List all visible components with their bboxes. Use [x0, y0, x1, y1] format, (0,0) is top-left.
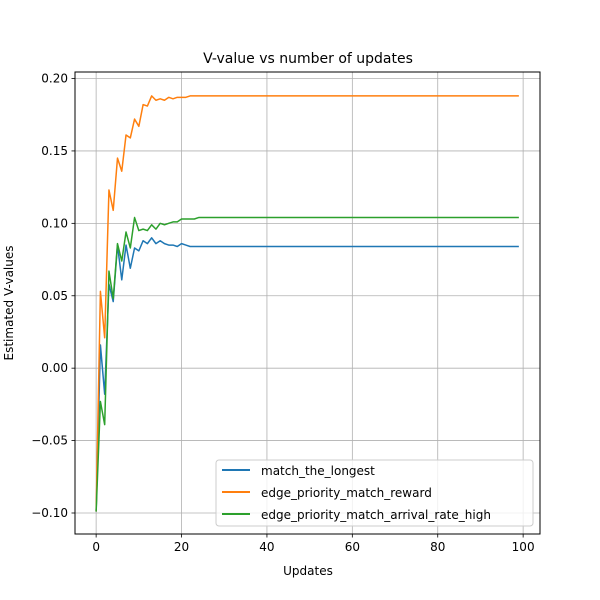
- legend-label-match-the-longest: match_the_longest: [261, 464, 375, 478]
- x-tick-label: 80: [430, 540, 445, 554]
- series-line-edge-priority-match-reward: [95, 95, 519, 512]
- x-tick-label: 40: [259, 540, 274, 554]
- x-tick-label: 0: [92, 540, 100, 554]
- y-tick-label: 0.15: [41, 144, 68, 158]
- series-line-match-the-longest: [95, 237, 519, 512]
- y-axis-label: Estimated V-values: [2, 246, 16, 361]
- y-tick-label: −0.05: [31, 434, 68, 448]
- series-line-edge-priority-match-arrival-rate-high: [95, 216, 519, 512]
- y-tick-label: −0.10: [31, 506, 68, 520]
- y-tick-label: 0.10: [41, 216, 68, 230]
- chart-title: V-value vs number of updates: [203, 51, 413, 67]
- legend-box: [215, 459, 534, 527]
- x-tick-label: 60: [345, 540, 360, 554]
- y-tick-label: 0.05: [41, 289, 68, 303]
- legend: match_the_longest edge_priority_match_re…: [215, 459, 534, 527]
- series-layer: [95, 95, 519, 512]
- plot-frame: [74, 71, 541, 535]
- x-tick-label: 100: [512, 540, 535, 554]
- x-tick-label: 20: [174, 540, 189, 554]
- legend-label-edge-priority-match-reward: edge_priority_match_reward: [261, 486, 432, 500]
- y-axis-ticks: −0.10 −0.05 0.00 0.05 0.10 0.15 0.20: [31, 72, 75, 520]
- y-tick-label: 0.20: [41, 72, 68, 86]
- x-axis-label: Updates: [283, 564, 333, 578]
- legend-label-edge-priority-match-arrival-rate-high: edge_priority_match_arrival_rate_high: [261, 508, 491, 522]
- x-axis-ticks: 0 20 40 60 80 100: [92, 534, 535, 554]
- y-tick-label: 0.00: [41, 361, 68, 375]
- grid: [75, 72, 540, 534]
